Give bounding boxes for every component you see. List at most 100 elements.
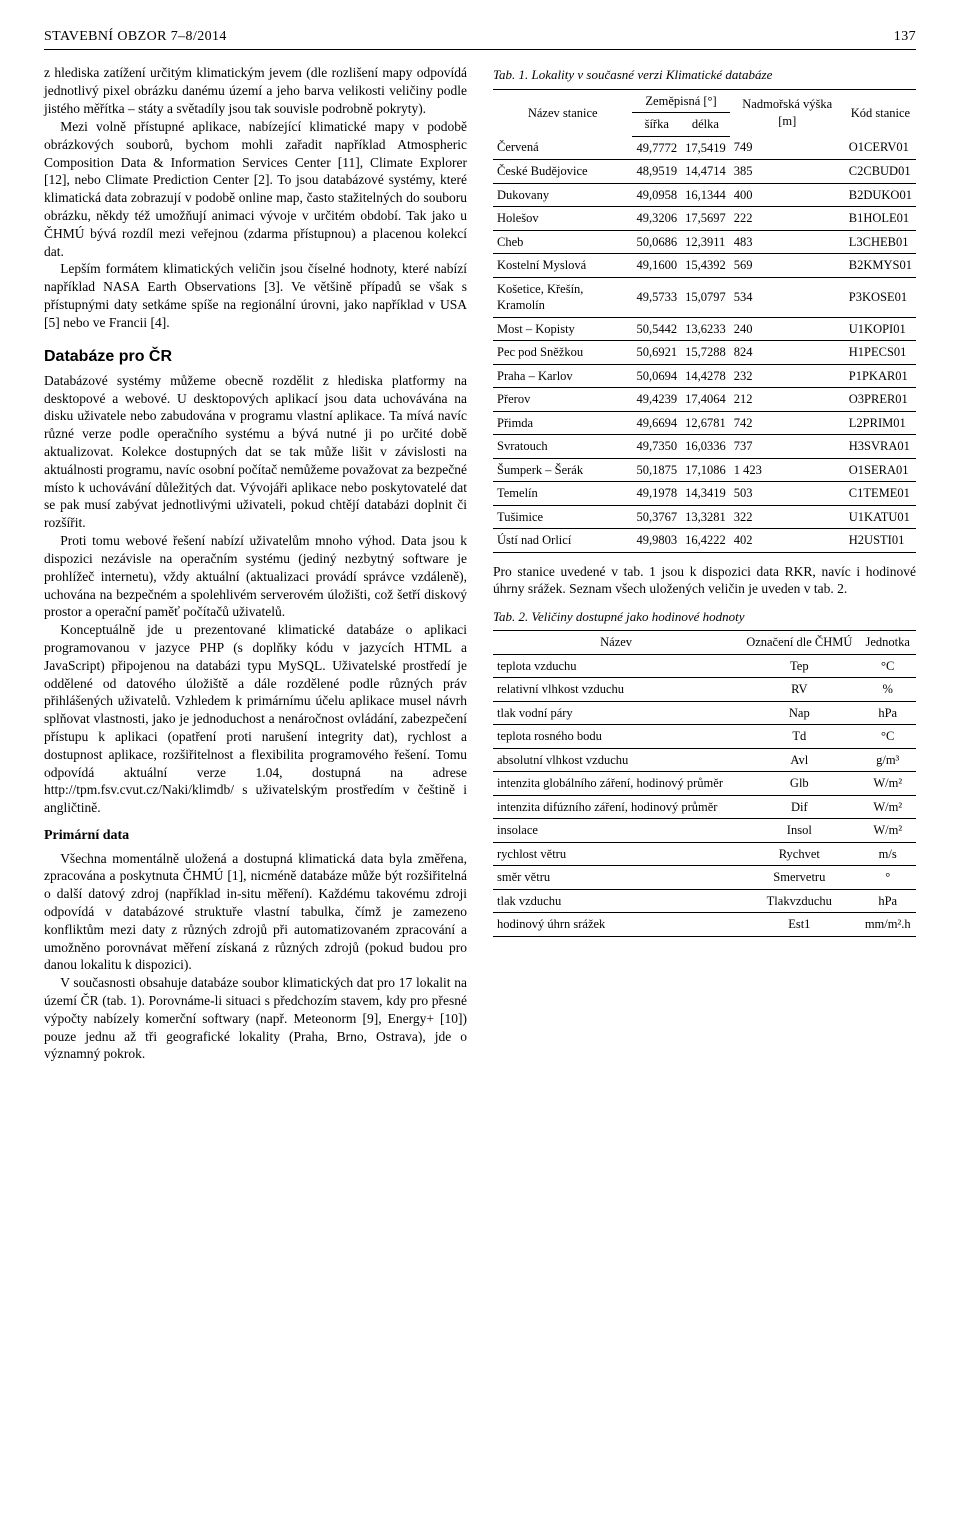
table-cell: 503: [730, 482, 845, 506]
table-cell: 400: [730, 183, 845, 207]
th-longitude: délka: [681, 113, 730, 137]
table-row: rychlost větruRychvetm/s: [493, 842, 916, 866]
table-cell: Glb: [739, 772, 859, 796]
table-cell: 50,1875: [632, 458, 681, 482]
table-cell: Ústí nad Orlicí: [493, 529, 632, 553]
th-altitude: Nadmořská výška [m]: [730, 89, 845, 136]
table-cell: 212: [730, 388, 845, 412]
table-row: Most – Kopisty50,544213,6233240U1KOPI01: [493, 317, 916, 341]
table-row: Tušimice50,376713,3281322U1KATU01: [493, 505, 916, 529]
body-paragraph: V současnosti obsahuje databáze soubor k…: [44, 974, 467, 1063]
table-cell: Most – Kopisty: [493, 317, 632, 341]
table-cell: 49,5733: [632, 277, 681, 317]
table-cell: 16,0336: [681, 435, 730, 459]
table-cell: 534: [730, 277, 845, 317]
table-cell: Cheb: [493, 230, 632, 254]
table-cell: 737: [730, 435, 845, 459]
table1-caption: Tab. 1. Lokality v současné verzi Klimat…: [493, 66, 916, 83]
table-cell: Košetice, Křešín, Kramolín: [493, 277, 632, 317]
body-paragraph: Všechna momentálně uložená a dostupná kl…: [44, 850, 467, 975]
table-cell: 49,3206: [632, 207, 681, 231]
table-cell: směr větru: [493, 866, 739, 890]
table-row: Kostelní Myslová49,160015,4392569B2KMYS0…: [493, 254, 916, 278]
table-cell: Přimda: [493, 411, 632, 435]
table-cell: C1TEME01: [845, 482, 916, 506]
table-cell: P3KOSE01: [845, 277, 916, 317]
table-cell: W/m²: [859, 819, 916, 843]
table-row: tlak vzduchuTlakvzduchuhPa: [493, 889, 916, 913]
table-row: hodinový úhrn srážekEst1mm/m².h: [493, 913, 916, 937]
table-cell: 742: [730, 411, 845, 435]
table-cell: O1CERV01: [845, 136, 916, 160]
table-cell: 49,4239: [632, 388, 681, 412]
table-row: absolutní vlhkost vzduchuAvlg/m³: [493, 748, 916, 772]
table-cell: České Budějovice: [493, 160, 632, 184]
table-cell: hPa: [859, 889, 916, 913]
table-cell: 49,7350: [632, 435, 681, 459]
table-cell: 17,1086: [681, 458, 730, 482]
running-head: STAVEBNÍ OBZOR 7–8/2014 137: [44, 28, 916, 50]
table-cell: W/m²: [859, 772, 916, 796]
table-cell: insolace: [493, 819, 739, 843]
table-cell: °C: [859, 725, 916, 749]
table-cell: O3PRER01: [845, 388, 916, 412]
th-quantity-name: Název: [493, 631, 739, 655]
table-cell: P1PKAR01: [845, 364, 916, 388]
table-cell: 232: [730, 364, 845, 388]
table-row: Ústí nad Orlicí49,980316,4222402H2USTI01: [493, 529, 916, 553]
table-cell: intenzita difúzního záření, hodinový prů…: [493, 795, 739, 819]
table-cell: Avl: [739, 748, 859, 772]
table-cell: 402: [730, 529, 845, 553]
body-paragraph: Proti tomu webové řešení nabízí uživatel…: [44, 532, 467, 621]
table-cell: 240: [730, 317, 845, 341]
table-cell: U1KOPI01: [845, 317, 916, 341]
table-cell: RV: [739, 678, 859, 702]
table-row: Dukovany49,095816,1344400B2DUKO01: [493, 183, 916, 207]
table2-quantities: Název Označení dle ČHMÚ Jednotka teplota…: [493, 630, 916, 937]
table-row: České Budějovice48,951914,4714385C2CBUD0…: [493, 160, 916, 184]
table-row: teplota rosného boduTd°C: [493, 725, 916, 749]
table-cell: teplota vzduchu: [493, 654, 739, 678]
table-row: insolaceInsolW/m²: [493, 819, 916, 843]
table-cell: Nap: [739, 701, 859, 725]
table-cell: L3CHEB01: [845, 230, 916, 254]
table-cell: U1KATU01: [845, 505, 916, 529]
table-cell: Holešov: [493, 207, 632, 231]
table-cell: Pec pod Sněžkou: [493, 341, 632, 365]
table-cell: °: [859, 866, 916, 890]
table-cell: 824: [730, 341, 845, 365]
table-row: teplota vzduchuTep°C: [493, 654, 916, 678]
th-chmu-code: Označení dle ČHMÚ: [739, 631, 859, 655]
table-cell: 49,0958: [632, 183, 681, 207]
table-cell: Est1: [739, 913, 859, 937]
table1-localities: Název stanice Zeměpisná [°] Nadmořská vý…: [493, 89, 916, 553]
table-cell: 49,1978: [632, 482, 681, 506]
table-cell: L2PRIM01: [845, 411, 916, 435]
table-cell: 50,3767: [632, 505, 681, 529]
th-station-name: Název stanice: [493, 89, 632, 136]
table-row: Košetice, Křešín, Kramolín49,573315,0797…: [493, 277, 916, 317]
table-cell: 17,4064: [681, 388, 730, 412]
table-row: relativní vlhkost vzduchuRV%: [493, 678, 916, 702]
right-column: Tab. 1. Lokality v současné verzi Klimat…: [493, 64, 916, 1063]
th-unit: Jednotka: [859, 631, 916, 655]
table-row: Svratouch49,735016,0336737H3SVRA01: [493, 435, 916, 459]
table-cell: B2DUKO01: [845, 183, 916, 207]
table-cell: 50,0694: [632, 364, 681, 388]
table-cell: 14,3419: [681, 482, 730, 506]
table-cell: 385: [730, 160, 845, 184]
table-cell: relativní vlhkost vzduchu: [493, 678, 739, 702]
table-cell: 1 423: [730, 458, 845, 482]
table-cell: W/m²: [859, 795, 916, 819]
body-paragraph: Konceptuálně jde u prezentované klimatic…: [44, 621, 467, 817]
table-cell: Praha – Karlov: [493, 364, 632, 388]
table-cell: C2CBUD01: [845, 160, 916, 184]
table-cell: O1SERA01: [845, 458, 916, 482]
table-row: Přimda49,669412,6781742L2PRIM01: [493, 411, 916, 435]
table-cell: 569: [730, 254, 845, 278]
table-cell: 49,9803: [632, 529, 681, 553]
body-paragraph: Lepším formátem klimatických veličin jso…: [44, 260, 467, 331]
body-paragraph: Databázové systémy můžeme obecně rozděli…: [44, 372, 467, 532]
table-cell: 12,6781: [681, 411, 730, 435]
table-cell: 322: [730, 505, 845, 529]
